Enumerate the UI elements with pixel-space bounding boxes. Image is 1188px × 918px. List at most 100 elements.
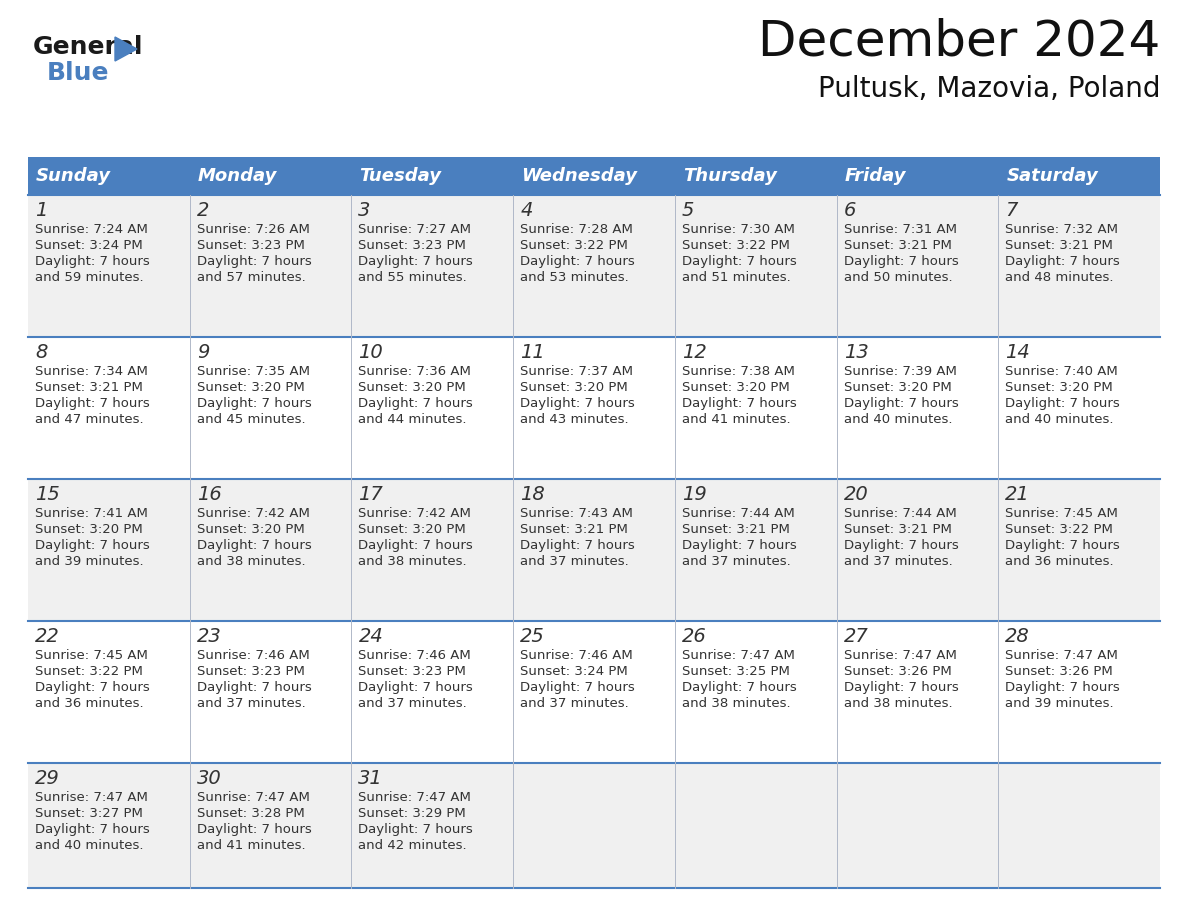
Text: Daylight: 7 hours: Daylight: 7 hours (843, 681, 959, 694)
Text: and 38 minutes.: and 38 minutes. (359, 555, 467, 568)
Text: 4: 4 (520, 201, 532, 220)
Text: and 40 minutes.: and 40 minutes. (843, 413, 952, 426)
Text: 5: 5 (682, 201, 694, 220)
Text: Sunset: 3:20 PM: Sunset: 3:20 PM (197, 523, 304, 536)
Text: Daylight: 7 hours: Daylight: 7 hours (843, 539, 959, 552)
Text: Sunset: 3:22 PM: Sunset: 3:22 PM (520, 239, 628, 252)
Text: Sunrise: 7:45 AM: Sunrise: 7:45 AM (34, 649, 147, 662)
Text: Sunset: 3:24 PM: Sunset: 3:24 PM (520, 665, 628, 678)
Text: and 43 minutes.: and 43 minutes. (520, 413, 628, 426)
Text: Sunrise: 7:44 AM: Sunrise: 7:44 AM (682, 507, 795, 520)
Text: 30: 30 (197, 769, 221, 788)
Text: Sunset: 3:26 PM: Sunset: 3:26 PM (1005, 665, 1113, 678)
Text: Daylight: 7 hours: Daylight: 7 hours (359, 823, 473, 836)
Text: 13: 13 (843, 343, 868, 362)
Text: Sunrise: 7:47 AM: Sunrise: 7:47 AM (843, 649, 956, 662)
Text: Sunset: 3:26 PM: Sunset: 3:26 PM (843, 665, 952, 678)
Text: Blue: Blue (48, 61, 109, 85)
Text: Daylight: 7 hours: Daylight: 7 hours (520, 681, 634, 694)
Text: 21: 21 (1005, 485, 1030, 504)
Text: 12: 12 (682, 343, 707, 362)
Text: Sunrise: 7:41 AM: Sunrise: 7:41 AM (34, 507, 147, 520)
Text: and 37 minutes.: and 37 minutes. (843, 555, 953, 568)
Text: 18: 18 (520, 485, 545, 504)
Text: Daylight: 7 hours: Daylight: 7 hours (520, 539, 634, 552)
Text: and 40 minutes.: and 40 minutes. (34, 839, 144, 852)
Text: and 36 minutes.: and 36 minutes. (1005, 555, 1114, 568)
Bar (29, 337, 1159, 479)
Text: Sunrise: 7:27 AM: Sunrise: 7:27 AM (359, 223, 472, 236)
Text: and 37 minutes.: and 37 minutes. (197, 697, 305, 710)
Text: and 37 minutes.: and 37 minutes. (520, 555, 628, 568)
Text: Sunset: 3:20 PM: Sunset: 3:20 PM (1005, 381, 1113, 394)
Text: and 47 minutes.: and 47 minutes. (34, 413, 144, 426)
Text: 31: 31 (359, 769, 384, 788)
Text: 15: 15 (34, 485, 59, 504)
Text: Daylight: 7 hours: Daylight: 7 hours (520, 397, 634, 410)
Text: and 41 minutes.: and 41 minutes. (197, 839, 305, 852)
Text: Sunrise: 7:24 AM: Sunrise: 7:24 AM (34, 223, 147, 236)
Text: and 51 minutes.: and 51 minutes. (682, 271, 790, 284)
Text: Daylight: 7 hours: Daylight: 7 hours (34, 255, 150, 268)
Text: 2: 2 (197, 201, 209, 220)
Text: Daylight: 7 hours: Daylight: 7 hours (359, 397, 473, 410)
Text: Daylight: 7 hours: Daylight: 7 hours (1005, 255, 1120, 268)
Text: Sunset: 3:23 PM: Sunset: 3:23 PM (359, 239, 467, 252)
Text: Daylight: 7 hours: Daylight: 7 hours (520, 255, 634, 268)
Text: Daylight: 7 hours: Daylight: 7 hours (682, 539, 797, 552)
Bar (675, 157, 836, 195)
Text: and 42 minutes.: and 42 minutes. (359, 839, 467, 852)
Text: and 37 minutes.: and 37 minutes. (520, 697, 628, 710)
Text: and 50 minutes.: and 50 minutes. (843, 271, 953, 284)
Text: Sunset: 3:22 PM: Sunset: 3:22 PM (1005, 523, 1113, 536)
Text: 17: 17 (359, 485, 384, 504)
Text: Sunset: 3:23 PM: Sunset: 3:23 PM (197, 239, 304, 252)
Text: Sunrise: 7:28 AM: Sunrise: 7:28 AM (520, 223, 633, 236)
Text: Sunset: 3:25 PM: Sunset: 3:25 PM (682, 665, 790, 678)
Text: and 55 minutes.: and 55 minutes. (359, 271, 467, 284)
Text: Pultusk, Mazovia, Poland: Pultusk, Mazovia, Poland (817, 75, 1159, 103)
Text: Wednesday: Wednesday (522, 167, 637, 185)
Bar (29, 195, 1159, 337)
Text: Sunrise: 7:40 AM: Sunrise: 7:40 AM (1005, 365, 1118, 378)
Text: Sunrise: 7:35 AM: Sunrise: 7:35 AM (197, 365, 310, 378)
Text: Sunset: 3:22 PM: Sunset: 3:22 PM (34, 665, 143, 678)
Text: 9: 9 (197, 343, 209, 362)
Bar (513, 157, 675, 195)
Text: 29: 29 (34, 769, 59, 788)
Text: Sunrise: 7:34 AM: Sunrise: 7:34 AM (34, 365, 147, 378)
Text: Sunrise: 7:37 AM: Sunrise: 7:37 AM (520, 365, 633, 378)
Text: and 53 minutes.: and 53 minutes. (520, 271, 628, 284)
Text: Sunrise: 7:26 AM: Sunrise: 7:26 AM (197, 223, 310, 236)
Text: 11: 11 (520, 343, 545, 362)
Text: Thursday: Thursday (683, 167, 777, 185)
Text: Daylight: 7 hours: Daylight: 7 hours (682, 255, 797, 268)
Text: and 38 minutes.: and 38 minutes. (197, 555, 305, 568)
Text: Saturday: Saturday (1006, 167, 1098, 185)
Text: Monday: Monday (197, 167, 277, 185)
Bar (190, 157, 352, 195)
Text: Tuesday: Tuesday (360, 167, 442, 185)
Text: Daylight: 7 hours: Daylight: 7 hours (682, 681, 797, 694)
Text: and 57 minutes.: and 57 minutes. (197, 271, 305, 284)
Text: Sunset: 3:24 PM: Sunset: 3:24 PM (34, 239, 143, 252)
Text: and 40 minutes.: and 40 minutes. (1005, 413, 1114, 426)
Text: 7: 7 (1005, 201, 1018, 220)
Text: Sunset: 3:20 PM: Sunset: 3:20 PM (843, 381, 952, 394)
Text: 8: 8 (34, 343, 48, 362)
Text: Sunrise: 7:31 AM: Sunrise: 7:31 AM (843, 223, 956, 236)
Text: Daylight: 7 hours: Daylight: 7 hours (197, 255, 311, 268)
Text: Daylight: 7 hours: Daylight: 7 hours (197, 397, 311, 410)
Text: Sunset: 3:21 PM: Sunset: 3:21 PM (34, 381, 143, 394)
Text: and 37 minutes.: and 37 minutes. (359, 697, 467, 710)
Text: Sunset: 3:23 PM: Sunset: 3:23 PM (359, 665, 467, 678)
Text: 6: 6 (843, 201, 855, 220)
Text: Sunset: 3:21 PM: Sunset: 3:21 PM (682, 523, 790, 536)
Text: Sunset: 3:21 PM: Sunset: 3:21 PM (520, 523, 628, 536)
Text: Sunset: 3:27 PM: Sunset: 3:27 PM (34, 807, 143, 820)
Text: Daylight: 7 hours: Daylight: 7 hours (34, 539, 150, 552)
Text: Sunset: 3:21 PM: Sunset: 3:21 PM (843, 523, 952, 536)
Bar (29, 621, 1159, 763)
Text: Sunset: 3:21 PM: Sunset: 3:21 PM (1005, 239, 1113, 252)
Text: Daylight: 7 hours: Daylight: 7 hours (34, 823, 150, 836)
